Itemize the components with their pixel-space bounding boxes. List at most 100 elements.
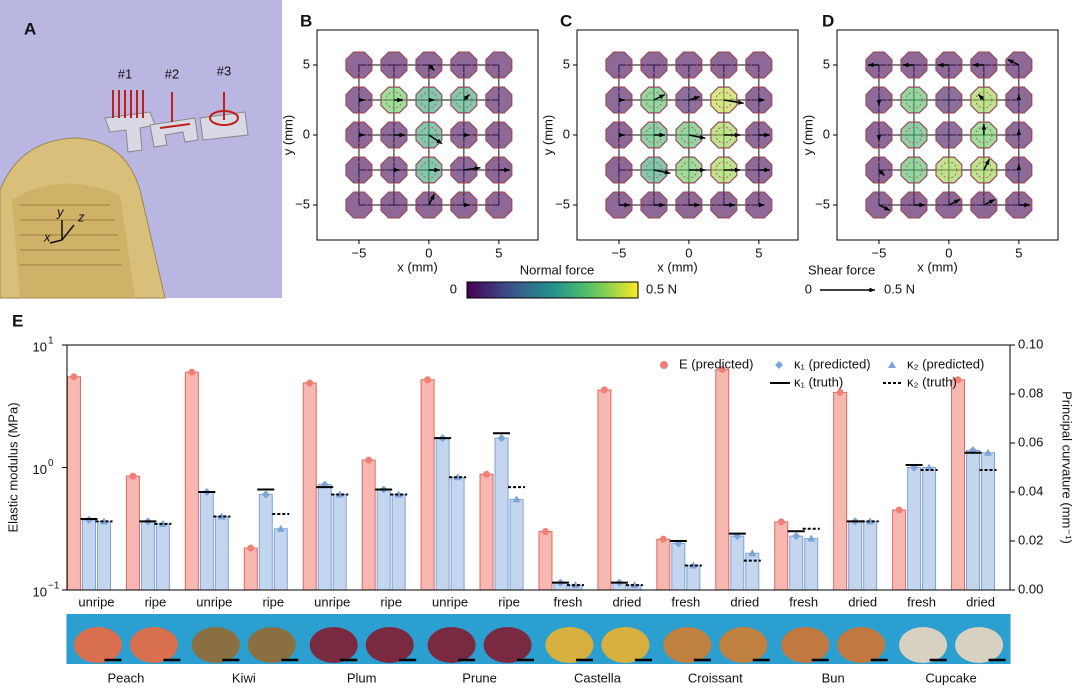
legend-label: κ₂ (truth) bbox=[907, 374, 957, 389]
sample bbox=[837, 627, 886, 663]
shear-arrowhead bbox=[758, 202, 765, 208]
bar bbox=[140, 520, 155, 591]
x-tick-label: 5 bbox=[495, 245, 502, 260]
taxel-ring bbox=[385, 56, 403, 74]
legend-label: κ₂ (predicted) bbox=[907, 356, 984, 371]
taxel bbox=[935, 51, 963, 79]
bar bbox=[450, 476, 465, 591]
bar bbox=[391, 493, 406, 591]
shear-arrowhead bbox=[358, 132, 365, 138]
mean-marker bbox=[512, 495, 521, 503]
shear-arrowhead bbox=[1007, 59, 1014, 65]
taxel-ring bbox=[940, 161, 958, 179]
sensor-patch bbox=[12, 183, 135, 298]
mean-marker bbox=[748, 549, 757, 557]
shear-scale-arrowhead bbox=[869, 287, 875, 293]
mean-marker bbox=[483, 470, 491, 478]
taxel-ring bbox=[490, 126, 508, 144]
y-tick-label: 5 bbox=[563, 56, 570, 71]
shear-arrowhead bbox=[764, 167, 770, 173]
shear-arrowhead bbox=[876, 99, 882, 106]
taxel-ring bbox=[1010, 126, 1028, 144]
mean-marker bbox=[99, 517, 108, 525]
shear-arrowhead bbox=[659, 202, 665, 208]
shear-arrowhead bbox=[867, 62, 874, 68]
y2-tick-label: 0.02 bbox=[1018, 532, 1043, 547]
shear-arrowhead bbox=[434, 167, 440, 173]
mean-marker bbox=[247, 544, 255, 552]
mean-marker bbox=[866, 517, 875, 525]
legend-label: E (predicted) bbox=[679, 356, 753, 371]
taxel-ring bbox=[350, 91, 368, 109]
shear-arrowhead bbox=[504, 167, 510, 173]
bar bbox=[509, 498, 524, 591]
mean-marker bbox=[925, 463, 934, 471]
shear-arrowhead bbox=[981, 124, 987, 130]
y2-tick-label: 0.04 bbox=[1018, 483, 1043, 498]
taxel-ring bbox=[455, 126, 473, 144]
y-tick-exponent: 1 bbox=[48, 336, 54, 347]
bar bbox=[656, 538, 671, 591]
taxel-ring bbox=[870, 161, 888, 179]
y2-tick-label: 0.00 bbox=[1018, 581, 1043, 596]
taxel bbox=[935, 156, 963, 184]
shear-arrowhead bbox=[428, 97, 435, 103]
bar bbox=[848, 520, 863, 591]
sample bbox=[365, 627, 414, 663]
sample bbox=[191, 627, 240, 663]
shear-arrowhead bbox=[463, 202, 470, 208]
axis-letter: y bbox=[56, 204, 65, 219]
shear-arrowhead bbox=[436, 138, 443, 144]
mean-marker bbox=[70, 373, 78, 381]
x-tick-label: ripe bbox=[498, 594, 520, 609]
taxel-ring bbox=[975, 196, 993, 214]
y-axis-label: Elastic modulus (MPa) bbox=[5, 402, 20, 532]
sample bbox=[781, 627, 830, 663]
taxel bbox=[450, 156, 478, 184]
shear-label: 0.5 N bbox=[884, 281, 915, 296]
shear-arrowhead bbox=[664, 169, 671, 175]
taxel bbox=[450, 51, 478, 79]
legend-label: κ₁ (truth) bbox=[794, 374, 843, 389]
shear-arrowhead bbox=[972, 62, 979, 68]
mean-marker bbox=[424, 376, 432, 384]
bar bbox=[96, 520, 111, 591]
taxel-ring bbox=[905, 161, 923, 179]
bar bbox=[214, 516, 229, 591]
taxel bbox=[745, 51, 773, 79]
taxel-ring bbox=[940, 91, 958, 109]
mean-marker bbox=[792, 532, 801, 541]
taxel-ring bbox=[420, 56, 438, 74]
mean-marker bbox=[497, 434, 506, 443]
mean-marker bbox=[365, 456, 373, 464]
bar bbox=[361, 459, 376, 591]
colorbar-label: 0 bbox=[450, 281, 457, 296]
panel-label: E bbox=[12, 311, 23, 330]
bar bbox=[774, 521, 789, 591]
taxel bbox=[485, 121, 513, 149]
bar bbox=[833, 391, 848, 591]
y-tick-label: 0 bbox=[303, 126, 310, 141]
shear-arrowhead bbox=[1016, 94, 1022, 101]
taxel-ring bbox=[610, 126, 628, 144]
taxel bbox=[605, 191, 633, 219]
taxel-ring bbox=[750, 196, 768, 214]
taxel bbox=[710, 191, 738, 219]
mean-marker bbox=[807, 534, 816, 542]
bar bbox=[125, 475, 140, 591]
sample bbox=[899, 627, 948, 663]
x-tick-label: dried bbox=[730, 594, 759, 609]
bar bbox=[538, 531, 553, 591]
sample bbox=[309, 627, 358, 663]
mean-marker bbox=[984, 448, 993, 456]
taxel bbox=[865, 156, 893, 184]
sample bbox=[545, 627, 594, 663]
taxel bbox=[485, 191, 513, 219]
group-label: Peach bbox=[108, 670, 145, 685]
x-tick-label: dried bbox=[966, 594, 995, 609]
taxel-ring bbox=[870, 126, 888, 144]
taxel-ring bbox=[870, 91, 888, 109]
bar bbox=[597, 389, 612, 591]
sample bbox=[955, 627, 1004, 663]
